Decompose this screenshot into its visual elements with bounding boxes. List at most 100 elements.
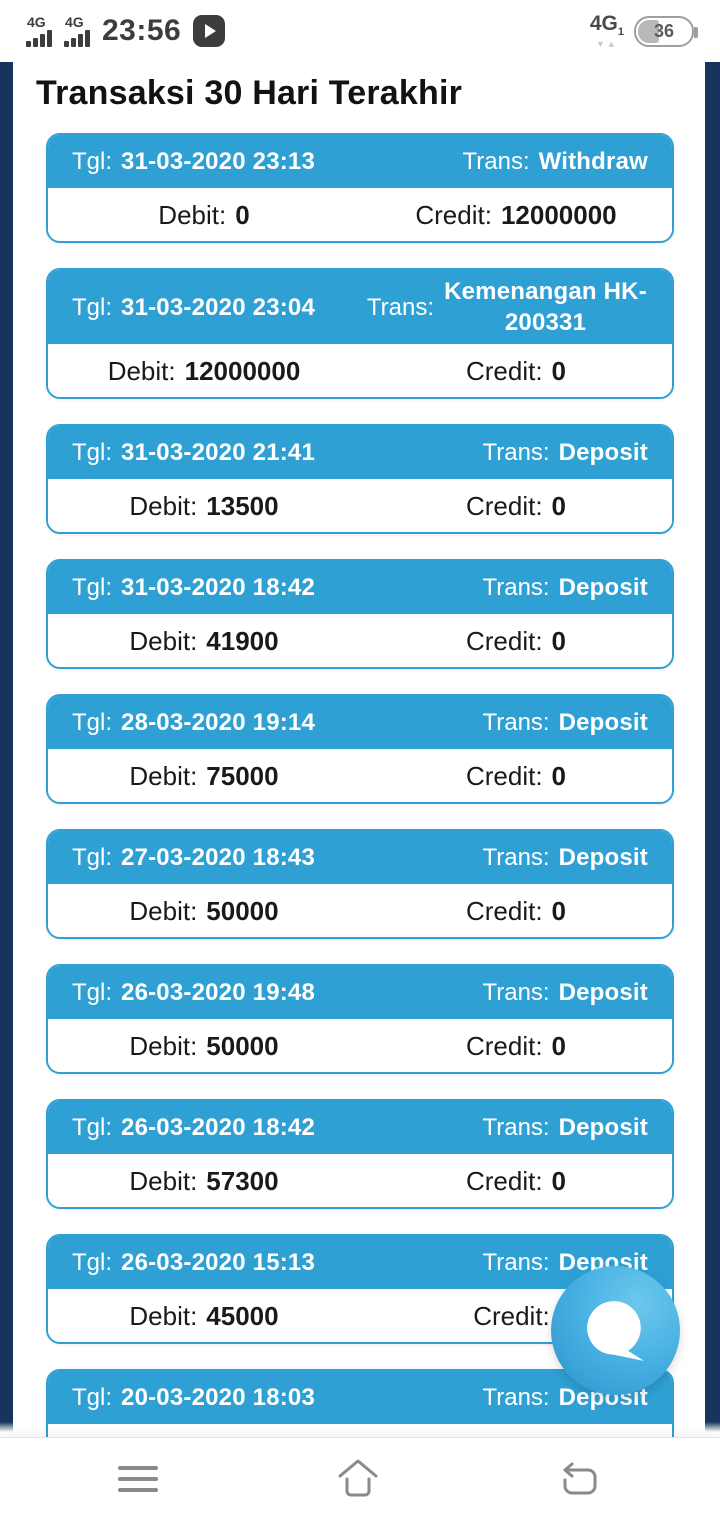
trans-value: Deposit [558,979,648,1006]
trans-label: Trans: [462,148,530,175]
transaction-card-body: Debit: 50000 Credit: 0 [48,884,672,937]
signal-bars-icon [26,30,52,47]
credit-label: Credit: [465,760,543,791]
date-value: 27-03-2020 18:43 [121,844,316,871]
menu-button[interactable] [110,1458,166,1500]
transaction-card-header: Tgl: 26-03-2020 19:48 Trans: Deposit [48,966,672,1019]
date-value: 26-03-2020 18:42 [121,1114,316,1141]
hamburger-menu-icon [118,1466,158,1492]
date-label: Tgl: [72,1114,113,1141]
trans-value: Withdraw [538,148,648,175]
debit-value: 41900 [206,625,279,656]
date-label: Tgl: [72,439,113,466]
signal-strength-icon-2: 4G [64,15,90,47]
battery-fill [638,19,660,43]
credit-label: Credit: [465,625,543,656]
home-button[interactable] [327,1449,389,1510]
debit-label: Debit: [129,490,198,521]
transaction-card: Tgl: 28-03-2020 19:14 Trans: Deposit Deb… [46,694,674,804]
date-label: Tgl: [72,844,113,871]
transaction-card-header: Tgl: 31-03-2020 21:41 Trans: Deposit [48,426,672,479]
credit-label: Credit: [465,355,543,386]
debit-label: Debit: [129,760,198,791]
transaction-card-header: Tgl: 27-03-2020 18:43 Trans: Deposit [48,831,672,884]
trans-value: Deposit [558,439,648,466]
date-value: 31-03-2020 18:42 [121,574,316,601]
transaction-card-body: Debit: 0 Credit: 12000000 [48,188,672,241]
back-button[interactable] [550,1450,610,1509]
transaction-list: Tgl: 31-03-2020 23:13 Trans: Withdraw De… [46,133,674,1479]
date-value: 26-03-2020 15:13 [121,1249,316,1276]
date-label: Tgl: [72,1384,113,1411]
transaction-card: Tgl: 31-03-2020 18:42 Trans: Deposit Deb… [46,559,674,669]
status-bar: 4G 4G 23:56 4G1 ▼▲ 36 [0,0,720,62]
credit-value: 0 [551,625,567,656]
debit-value: 50000 [206,895,279,926]
date-label: Tgl: [72,293,113,321]
trans-value: Deposit [558,1114,648,1141]
credit-value: 12000000 [500,199,617,230]
credit-label: Credit: [465,895,543,926]
system-nav-bar [0,1438,720,1520]
page-title: Transaksi 30 Hari Terakhir [36,74,463,112]
transaction-card-body: Debit: 13500 Credit: 0 [48,479,672,532]
trans-value: Deposit [558,709,648,736]
transaction-card-header: Tgl: 26-03-2020 18:42 Trans: Deposit [48,1101,672,1154]
debit-value: 13500 [206,490,279,521]
transaction-card: Tgl: 31-03-2020 21:41 Trans: Deposit Deb… [46,424,674,534]
left-edge-strip [0,62,13,1432]
credit-value: 0 [551,1165,567,1196]
transaction-card-body: Debit: 12000000 Credit: 0 [48,344,672,397]
transaction-card: Tgl: 26-03-2020 18:42 Trans: Deposit Deb… [46,1099,674,1209]
transaction-card-body: Debit: 57300 Credit: 0 [48,1154,672,1207]
trans-label: Trans: [482,1114,550,1141]
date-value: 28-03-2020 19:14 [121,709,316,736]
credit-label: Credit: [465,490,543,521]
chat-bubble-icon [586,1300,644,1361]
trans-label: Trans: [482,574,550,601]
transaction-card: Tgl: 31-03-2020 23:04 Trans: Kemenangan … [46,268,674,399]
home-icon [338,1459,378,1496]
date-label: Tgl: [72,148,113,175]
trans-value: Kemenangan HK-200331 [444,278,647,336]
transaction-card-body: Debit: 50000 Credit: 0 [48,1019,672,1072]
transaction-card: Tgl: 31-03-2020 23:13 Trans: Withdraw De… [46,133,674,243]
signal-4g-label: 4G [65,14,84,30]
credit-value: 0 [551,355,567,386]
data-arrows-icon: ▼▲ [596,39,618,50]
credit-label: Credit: [473,1300,550,1331]
date-label: Tgl: [72,574,113,601]
debit-label: Debit: [129,625,198,656]
transaction-card-header: Tgl: 26-03-2020 15:13 Trans: Deposit [48,1236,672,1289]
transaction-card-header: Tgl: 31-03-2020 23:04 Trans: Kemenangan … [48,270,672,344]
trans-label: Trans: [482,1249,550,1276]
credit-value: 0 [551,895,567,926]
credit-label: Credit: [465,1165,543,1196]
network-4g-label: 4G [589,11,618,35]
chat-fab-button[interactable] [551,1266,680,1395]
debit-value: 45000 [206,1300,279,1331]
battery-indicator: 36 [634,15,698,47]
date-value: 31-03-2020 21:41 [121,439,316,466]
debit-value: 57300 [206,1165,279,1196]
date-label: Tgl: [72,1249,113,1276]
credit-value: 0 [551,490,567,521]
transaction-card: Tgl: 27-03-2020 18:43 Trans: Deposit Deb… [46,829,674,939]
transaction-card: Tgl: 26-03-2020 19:48 Trans: Deposit Deb… [46,964,674,1074]
debit-label: Debit: [129,1165,198,1196]
debit-value: 50000 [206,1030,279,1061]
trans-label: Trans: [366,293,434,321]
trans-value: Deposit [558,844,648,871]
debit-label: Debit: [107,355,176,386]
transaction-card-body: Debit: 41900 Credit: 0 [48,614,672,667]
trans-label: Trans: [482,979,550,1006]
date-label: Tgl: [72,709,113,736]
transaction-card-header: Tgl: 31-03-2020 23:13 Trans: Withdraw [48,135,672,188]
trans-label: Trans: [482,1384,550,1411]
debit-label: Debit: [129,1030,198,1061]
trans-label: Trans: [482,709,550,736]
date-value: 31-03-2020 23:13 [121,148,316,175]
transaction-card-header: Tgl: 28-03-2020 19:14 Trans: Deposit [48,696,672,749]
debit-label: Debit: [129,895,198,926]
right-edge-strip [705,62,720,1432]
